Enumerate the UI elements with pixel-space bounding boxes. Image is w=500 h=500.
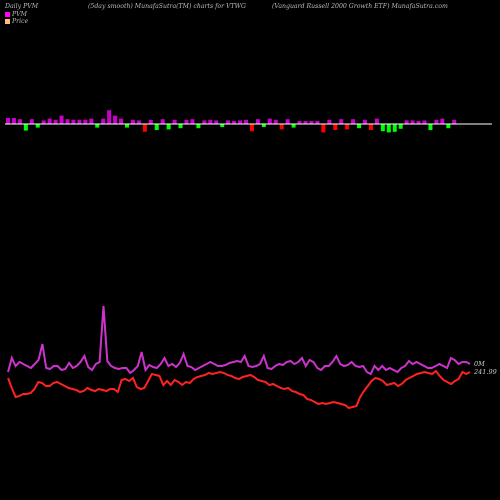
pvm-bar bbox=[47, 118, 52, 124]
pvm-bar bbox=[321, 124, 326, 133]
pvm-bar bbox=[113, 115, 118, 124]
pvm-bar bbox=[452, 119, 457, 124]
legend-price-label: Price bbox=[12, 18, 29, 25]
pvm-bar bbox=[345, 124, 350, 130]
pvm-bar bbox=[41, 120, 46, 124]
pvm-bar bbox=[422, 120, 427, 124]
pvm-bar bbox=[351, 119, 356, 124]
pvm-bar bbox=[261, 124, 266, 127]
pvm-bar bbox=[226, 120, 231, 124]
pvm-bar bbox=[285, 119, 290, 124]
pvm-bar bbox=[357, 124, 362, 129]
pvm-bar bbox=[178, 124, 183, 129]
pvm-bar bbox=[380, 124, 385, 132]
pvm-bar bbox=[238, 120, 243, 124]
pvm-bar bbox=[107, 110, 112, 124]
pvm-bar bbox=[273, 119, 278, 124]
pvm-bar bbox=[244, 119, 248, 124]
pvm-bar bbox=[398, 124, 403, 129]
pvm-bar bbox=[446, 124, 451, 129]
pvm-bar bbox=[410, 120, 415, 124]
pvm-bar bbox=[214, 120, 219, 124]
pvm-bar bbox=[255, 119, 260, 124]
pvm-bar bbox=[136, 120, 141, 124]
pvm-bar bbox=[125, 124, 129, 128]
pvm-bar bbox=[53, 119, 58, 124]
pvm-bar bbox=[202, 120, 207, 124]
pvm-bar bbox=[119, 118, 124, 124]
chart-header-right: (Vanguard Russell 2000 Growth ETF) Munaf… bbox=[272, 3, 448, 10]
pvm-bar bbox=[11, 118, 16, 124]
pvm-bar bbox=[83, 119, 88, 124]
pvm-bar bbox=[327, 119, 332, 124]
pvm-bar bbox=[196, 124, 201, 129]
price-line bbox=[7, 369, 471, 410]
pvm-bar bbox=[279, 124, 284, 130]
pvm-bar bbox=[35, 124, 40, 128]
pvm-bar bbox=[142, 124, 147, 132]
chart-header-left: Daily PVM bbox=[5, 3, 39, 10]
pvm-bar bbox=[339, 119, 344, 124]
legend-pvm: PVM bbox=[5, 11, 27, 18]
pvm-bar bbox=[130, 119, 135, 124]
pvm-bar bbox=[208, 119, 213, 124]
pvm-bar bbox=[404, 120, 409, 124]
pvm-bar bbox=[368, 124, 373, 130]
pvm-bar bbox=[440, 118, 445, 124]
pvm-bar bbox=[160, 119, 165, 124]
pvm-bar bbox=[428, 124, 433, 130]
pvm-bar bbox=[315, 121, 320, 124]
pvm-bar bbox=[249, 124, 254, 132]
pvm-bar bbox=[23, 124, 28, 131]
pvm-bar bbox=[374, 118, 379, 124]
pvm-bar bbox=[101, 118, 106, 124]
pvm-bar bbox=[416, 121, 421, 124]
pvm-bar bbox=[17, 119, 22, 124]
pvm-bar bbox=[309, 121, 314, 124]
volume-last-label: 0M bbox=[474, 360, 485, 368]
pvm-bar bbox=[154, 124, 159, 130]
pvm-bar bbox=[291, 124, 296, 128]
chart-header-middle: (5day smooth) MunafaSutra(TM) charts for… bbox=[88, 3, 246, 10]
pvm-bar bbox=[184, 119, 189, 124]
pvm-bar bbox=[333, 124, 338, 130]
pvm-bar bbox=[392, 124, 397, 132]
pvm-bar bbox=[71, 119, 76, 124]
pvm-bar bbox=[232, 121, 237, 124]
pvm-bar bbox=[434, 119, 439, 124]
pvm-bar bbox=[267, 118, 272, 124]
pvm-bar bbox=[6, 118, 10, 124]
pvm-bar bbox=[363, 119, 367, 124]
volume-line bbox=[7, 305, 471, 376]
pvm-bar bbox=[220, 124, 225, 127]
price-last-label: 241.99 bbox=[473, 368, 497, 376]
pvm-bar bbox=[65, 119, 70, 124]
legend-pvm-label: PVM bbox=[12, 11, 27, 18]
pvm-bar bbox=[172, 119, 177, 124]
pvm-bar bbox=[297, 121, 302, 124]
legend-price-swatch bbox=[5, 19, 10, 24]
pvm-bar bbox=[29, 119, 34, 124]
legend-price: Price bbox=[5, 18, 28, 25]
pvm-bar bbox=[190, 119, 195, 124]
pvm-bars bbox=[6, 110, 457, 133]
legend-pvm-swatch bbox=[5, 12, 10, 17]
pvm-bar bbox=[148, 119, 153, 124]
pvm-bar bbox=[95, 124, 100, 128]
pvm-bar bbox=[59, 115, 64, 124]
pvm-bar bbox=[77, 119, 82, 124]
pvm-bar bbox=[89, 118, 94, 124]
pvm-bar bbox=[166, 124, 171, 130]
pvm-bar bbox=[303, 121, 308, 124]
pvm-bar bbox=[386, 124, 391, 133]
